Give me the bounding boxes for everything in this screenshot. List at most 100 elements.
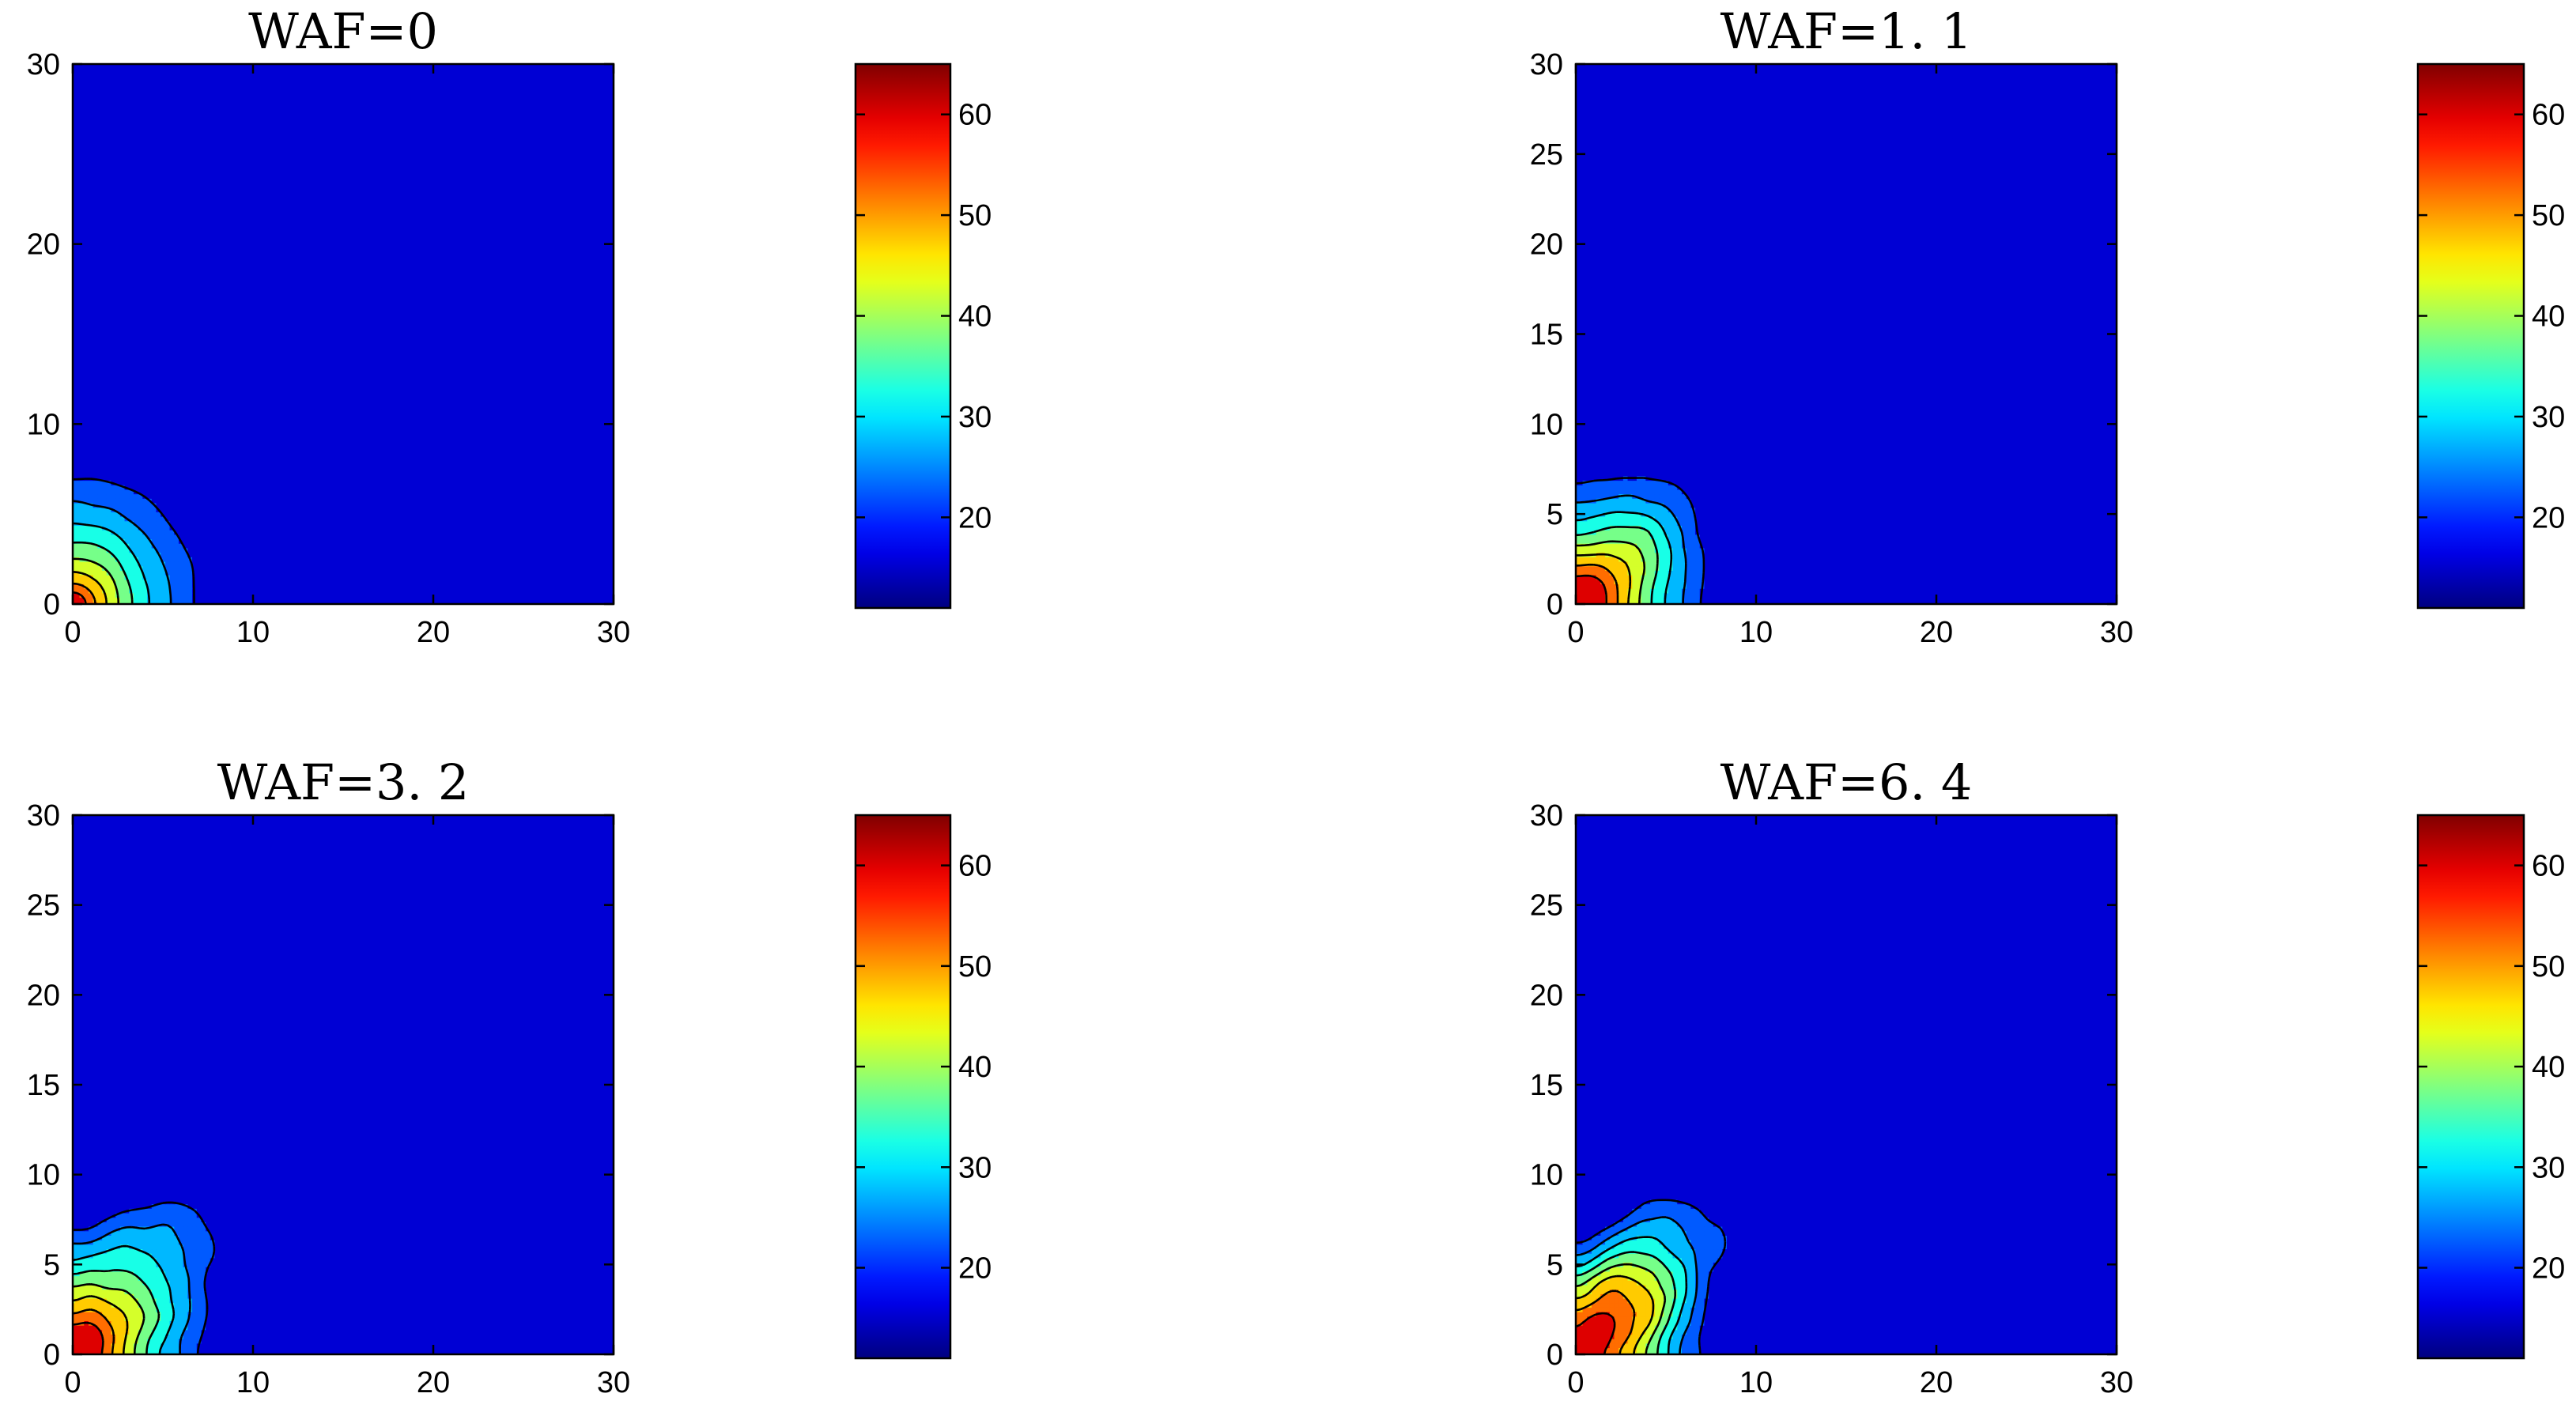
contour-cell <box>84 485 89 490</box>
contour-cell <box>498 579 504 584</box>
contour-cell <box>97 575 103 580</box>
contour-cell <box>192 561 198 567</box>
contour-cell <box>413 597 418 602</box>
contour-cell <box>187 480 193 485</box>
contour-cell <box>309 583 315 589</box>
contour-cell <box>480 538 486 544</box>
contour-cell <box>508 475 513 481</box>
contour-cell <box>417 543 423 549</box>
contour-cell <box>417 507 423 512</box>
contour-cell <box>331 485 338 490</box>
contour-cell <box>296 543 301 549</box>
contour-cell <box>553 597 558 602</box>
contour-cell <box>246 498 251 504</box>
contour-cell <box>466 480 473 485</box>
contour-cell <box>413 547 418 553</box>
contour-cell <box>241 435 247 440</box>
contour-cell <box>129 570 134 576</box>
contour-cell <box>395 516 400 522</box>
contour-cell <box>119 602 126 604</box>
contour-cell <box>241 480 247 485</box>
contour-cell <box>161 448 166 454</box>
contour-cell <box>84 579 89 584</box>
contour-cell <box>273 485 278 490</box>
contour-cell <box>214 466 220 472</box>
contour-cell <box>431 565 436 571</box>
contour-cell <box>444 583 450 589</box>
contour-cell <box>598 520 603 526</box>
contour-cell <box>147 583 153 589</box>
contour-cell <box>264 557 270 562</box>
contour-cell <box>602 475 608 481</box>
contour-cell <box>291 530 297 535</box>
contour-cell <box>327 458 333 463</box>
contour-cell <box>241 565 247 571</box>
contour-cell <box>372 444 378 450</box>
contour-cell <box>376 480 383 485</box>
contour-cell <box>448 453 455 459</box>
contour-cell <box>296 575 301 580</box>
contour-cell <box>142 570 148 576</box>
contour-cell <box>206 417 211 423</box>
contour-cell <box>210 440 216 445</box>
contour-cell <box>323 575 328 580</box>
contour-cell <box>476 421 482 427</box>
contour-cell <box>538 583 545 589</box>
contour-cell <box>88 462 94 467</box>
contour-cell <box>164 475 171 481</box>
contour-cell <box>561 448 567 454</box>
contour-cell <box>444 575 450 580</box>
contour-cell <box>480 493 486 499</box>
contour-cell <box>84 417 89 423</box>
contour-cell <box>84 466 89 472</box>
contour-cell <box>214 489 220 495</box>
contour-cell <box>331 435 338 440</box>
contour-cell <box>557 453 563 459</box>
contour-cell <box>102 543 108 549</box>
contour-cell <box>561 471 567 477</box>
contour-cell <box>161 575 166 580</box>
contour-cell <box>106 417 112 423</box>
contour-cell <box>440 588 445 594</box>
contour-cell <box>345 565 351 571</box>
contour-cell <box>214 440 220 445</box>
contour-cell <box>318 475 323 481</box>
contour-cell <box>111 543 116 549</box>
contour-cell <box>201 543 206 549</box>
contour-cell <box>210 453 216 459</box>
contour-cell <box>187 592 193 598</box>
contour-cell <box>300 592 306 598</box>
contour-cell <box>102 552 108 557</box>
contour-cell <box>84 440 89 445</box>
contour-cell <box>147 417 153 423</box>
contour-cell <box>413 498 418 504</box>
contour-cell <box>584 448 590 454</box>
contour-cell <box>341 530 346 535</box>
contour-cell <box>580 557 585 562</box>
contour-cell <box>403 561 410 567</box>
contour-cell <box>602 507 608 512</box>
contour-cell <box>142 458 148 463</box>
contour-cell <box>124 583 130 589</box>
contour-cell <box>553 583 558 589</box>
contour-cell <box>161 520 166 526</box>
contour-cell <box>210 435 216 440</box>
contour-cell <box>273 512 278 517</box>
contour-cell <box>73 485 76 490</box>
contour-cell <box>219 534 225 540</box>
contour-cell <box>543 489 549 495</box>
contour-cell <box>201 475 206 481</box>
contour-cell <box>111 588 116 594</box>
contour-cell <box>161 426 166 432</box>
contour-cell <box>426 512 432 517</box>
contour-cell <box>489 561 495 567</box>
contour-cell <box>480 448 486 454</box>
contour-cell <box>196 557 202 562</box>
contour-cell <box>264 485 270 490</box>
contour-cell <box>498 507 504 512</box>
contour-cell <box>444 507 450 512</box>
contour-cell <box>214 534 220 540</box>
contour-cell <box>164 552 171 557</box>
contour-cell <box>259 579 265 584</box>
contour-cell <box>463 480 468 485</box>
